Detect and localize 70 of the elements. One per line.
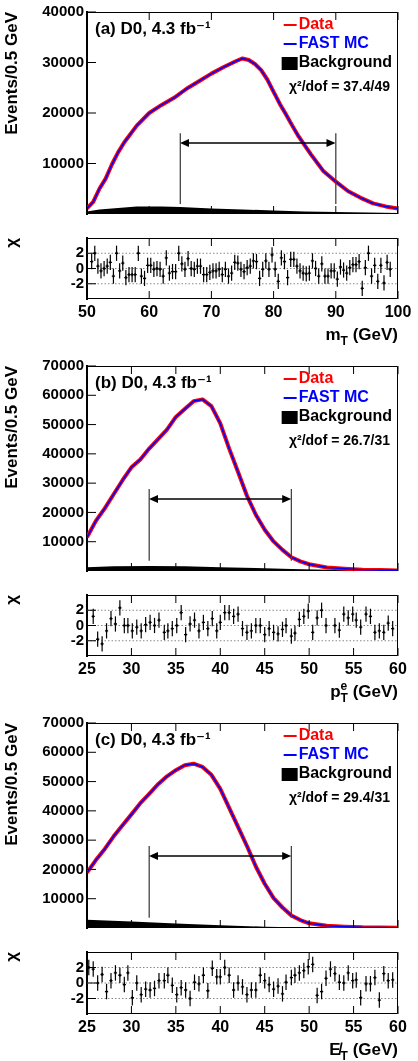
y-tick-label: 50000 xyxy=(42,414,84,432)
x-tick-label: 35 xyxy=(166,1018,185,1036)
y-axis-title: Events/0.5 GeV xyxy=(1,365,21,489)
annotation: χ²/dof = 37.4/49 xyxy=(288,78,391,94)
x-tick-label: 50 xyxy=(78,303,96,321)
y-tick-label: 30000 xyxy=(42,830,84,848)
y-tick-label: 60000 xyxy=(42,742,84,760)
x-tick-label: 30 xyxy=(122,660,141,678)
y-tick-label: 10000 xyxy=(42,153,84,171)
y-tick-label: 2 xyxy=(75,243,84,261)
y-tick-label: 20000 xyxy=(42,859,84,877)
x-tick-label: 45 xyxy=(255,1018,274,1036)
y-tick-label: 0 xyxy=(75,615,84,633)
y-axis-title: χ xyxy=(1,594,21,605)
y-tick-label: 10000 xyxy=(42,531,84,549)
x-tick-label: 50 xyxy=(300,1018,319,1036)
chart-title: (b) D0, 4.3 fb⁻¹ xyxy=(95,373,212,392)
x-tick-label: 80 xyxy=(264,303,283,321)
x-tick-label: 60 xyxy=(389,1018,407,1036)
annotation: χ²/dof = 29.4/31 xyxy=(288,789,391,805)
legend-label: Background xyxy=(298,764,392,782)
chart-title: (a) D0, 4.3 fb⁻¹ xyxy=(95,19,212,38)
x-tick-label: 55 xyxy=(344,660,363,678)
y-tick-label: 50000 xyxy=(42,771,84,789)
y-tick-label: 70000 xyxy=(42,356,84,374)
legend-label: Background xyxy=(298,53,392,71)
annotation: χ²/dof = 26.7/31 xyxy=(288,432,391,448)
x-tick-label: 70 xyxy=(202,303,221,321)
legend-label: Data xyxy=(298,369,334,387)
x-tick-label: 45 xyxy=(255,660,274,678)
x-tick-label: 35 xyxy=(166,660,185,678)
y-tick-label: 0 xyxy=(75,973,84,991)
chart-title: (c) D0, 4.3 fb⁻¹ xyxy=(95,730,212,749)
legend-label: Background xyxy=(298,407,392,425)
y-tick-label: 40000 xyxy=(42,444,84,461)
legend-label: Data xyxy=(298,726,334,744)
y-tick-label: 70000 xyxy=(42,713,84,731)
y-tick-label: -2 xyxy=(70,273,84,291)
y-axis-title: Events/0.5 GeV xyxy=(1,722,21,846)
y-tick-label: 20000 xyxy=(42,502,84,520)
y-tick-label: 30000 xyxy=(42,473,84,491)
x-tick-label: 100 xyxy=(384,303,412,321)
x-tick-label: 40 xyxy=(211,1018,230,1036)
x-tick-label: 30 xyxy=(122,1018,141,1036)
x-tick-label: 25 xyxy=(78,660,96,678)
y-tick-label: 2 xyxy=(75,957,84,975)
y-tick-label: 40000 xyxy=(42,2,84,20)
y-tick-label: 2 xyxy=(75,600,84,618)
y-axis-title: χ xyxy=(1,237,21,248)
y-tick-label: 0 xyxy=(75,258,84,276)
legend-label: FAST MC xyxy=(298,745,370,763)
y-tick-label: 60000 xyxy=(42,385,84,403)
y-tick-label: -2 xyxy=(70,630,84,648)
y-tick-label: 30000 xyxy=(42,52,84,70)
x-tick-label: 50 xyxy=(300,660,319,678)
x-tick-label: 60 xyxy=(140,303,159,321)
y-tick-label: -2 xyxy=(70,988,84,1006)
y-axis-title: χ xyxy=(1,951,21,962)
x-tick-label: 55 xyxy=(344,1018,363,1036)
y-tick-label: 10000 xyxy=(42,888,84,906)
legend-label: Data xyxy=(298,15,334,33)
legend-label: FAST MC xyxy=(298,34,370,52)
y-axis-title: Events/0.5 GeV xyxy=(1,11,21,135)
x-tick-label: 60 xyxy=(389,660,407,678)
y-tick-label: 20000 xyxy=(42,103,84,121)
x-tick-label: 40 xyxy=(211,660,230,678)
y-tick-label: 40000 xyxy=(42,801,84,818)
x-tick-label: 90 xyxy=(326,303,345,321)
legend-label: FAST MC xyxy=(298,388,370,406)
x-tick-label: 25 xyxy=(78,1018,96,1036)
